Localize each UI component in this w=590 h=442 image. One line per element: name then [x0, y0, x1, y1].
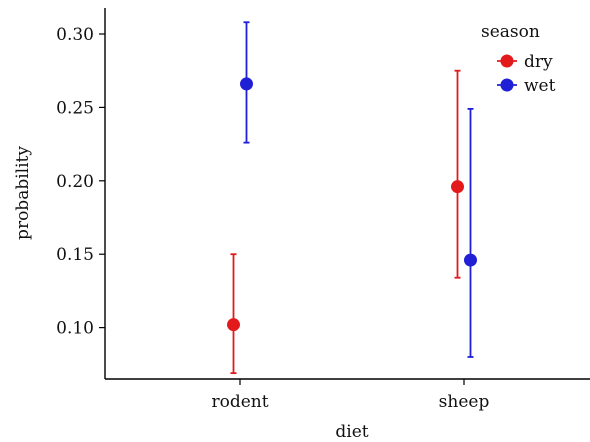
data-point [240, 77, 253, 91]
data-point [227, 318, 240, 332]
legend-key-point [500, 78, 514, 92]
y-tick-label: 0.10 [56, 319, 94, 339]
y-tick-label: 0.20 [56, 172, 94, 192]
data-point [464, 253, 477, 267]
y-axis-title: probability [13, 146, 33, 240]
y-tick-label: 0.30 [56, 25, 94, 45]
legend-label: dry [524, 52, 553, 72]
point-range-dry-rodent [227, 253, 240, 375]
legend-key-point [500, 54, 514, 68]
y-tick-label: 0.15 [56, 245, 94, 265]
point-range-wet-sheep [464, 107, 477, 358]
x-axis: rodent sheep [211, 379, 489, 412]
point-range-dry-sheep [451, 69, 464, 279]
legend-label: wet [524, 76, 556, 96]
y-tick-label: 0.25 [56, 98, 94, 118]
point-range-wet-rodent [240, 21, 253, 144]
plot-marks [227, 21, 477, 375]
legend: season dry wet [481, 22, 556, 96]
legend-item-wet: wet [497, 76, 556, 96]
legend-title: season [481, 22, 540, 42]
legend-item-dry: dry [497, 52, 553, 72]
y-axis: 0.10 0.15 0.20 0.25 0.30 [56, 25, 105, 339]
x-axis-title: diet [335, 422, 368, 442]
x-tick-label: sheep [439, 392, 490, 412]
data-point [451, 180, 464, 194]
x-tick-label: rodent [211, 392, 268, 412]
